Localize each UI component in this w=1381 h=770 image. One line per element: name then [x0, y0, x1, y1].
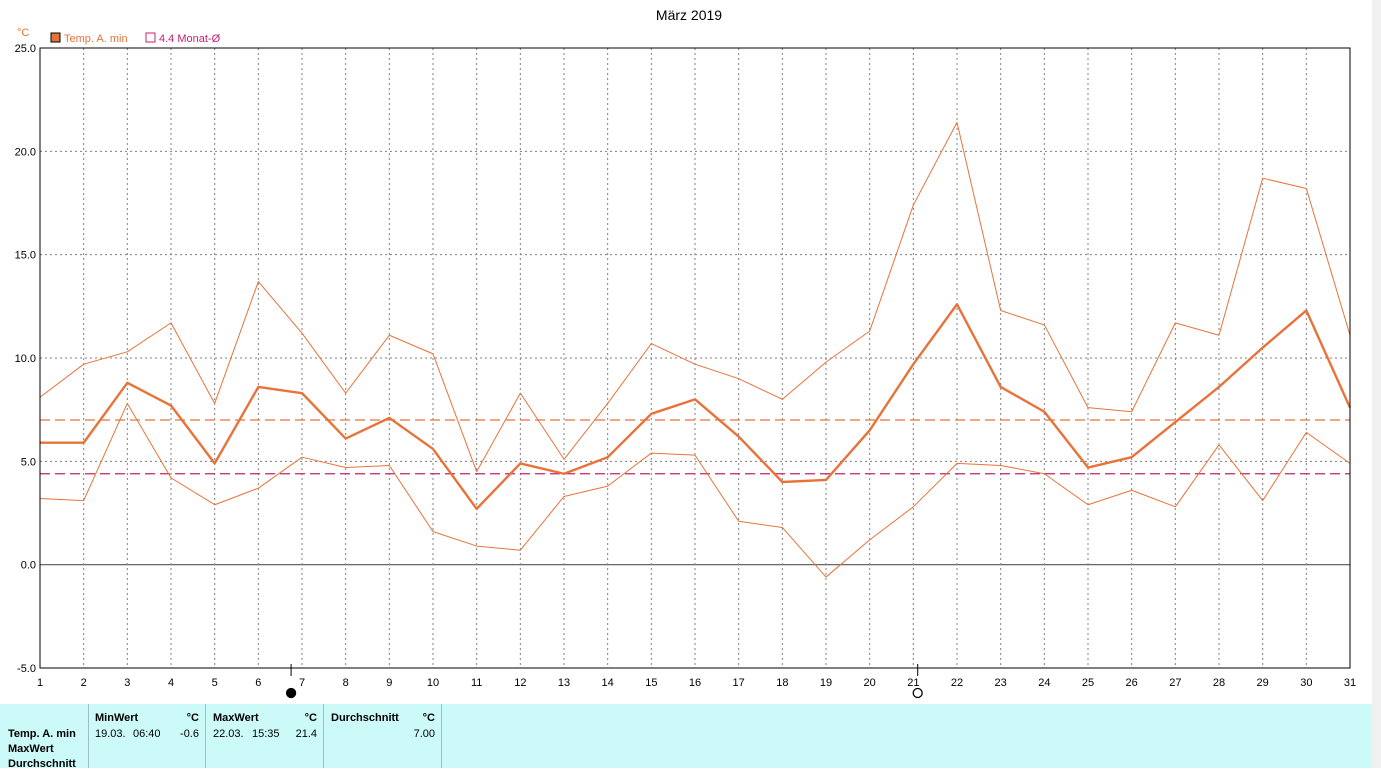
y-tick-label: 10.0	[15, 353, 36, 365]
x-tick-label: 16	[689, 677, 701, 689]
y-tick-label: 0.0	[21, 560, 36, 572]
series-lines	[39, 121, 1352, 578]
x-tick-label: 4	[168, 677, 174, 689]
legend: Temp. A. min 4.4 Monat-Ø	[50, 32, 221, 45]
x-tick-label: 5	[212, 677, 218, 689]
x-tick-label: 10	[427, 677, 439, 689]
x-tick-label: 21	[907, 677, 919, 689]
stats-min-unit: °C	[186, 712, 199, 724]
stats-max-header: MaxWert	[213, 712, 259, 724]
statistics-panel: Temp. A. min MaxWert Durchschnitt MinWer…	[0, 704, 1372, 770]
temperature-chart: März 2019 °C Temp. A. min 4.4 Monat-Ø -5…	[15, 7, 1356, 699]
y-tick-label: 20.0	[15, 146, 36, 158]
stats-avg-unit: °C	[422, 712, 435, 724]
chart-title: März 2019	[656, 7, 722, 23]
x-tick-label: 12	[514, 677, 526, 689]
x-tick-label: 20	[864, 677, 876, 689]
x-tick-label: 14	[602, 677, 614, 689]
y-tick-label: 15.0	[15, 250, 36, 262]
x-tick-label: 6	[255, 677, 261, 689]
reference-lines	[40, 419, 1350, 475]
stats-row-label-max: MaxWert	[8, 743, 54, 755]
x-tick-label: 3	[124, 677, 130, 689]
x-tick-label: 26	[1126, 677, 1138, 689]
stats-max-value: 21.4	[295, 728, 317, 740]
x-tick-label: 24	[1038, 677, 1050, 689]
stats-row-label-avg: Durchschnitt	[8, 758, 76, 770]
legend-swatch-monthly-avg	[145, 32, 156, 43]
stats-col-min: MinWert °C 19.03. 06:40 -0.6	[88, 704, 205, 768]
stats-min-time: 06:40	[133, 728, 161, 740]
y-tick-label: -5.0	[17, 663, 36, 675]
stats-max-date: 22.03.	[213, 728, 244, 740]
x-tick-label: 2	[81, 677, 87, 689]
x-tick-label: 29	[1257, 677, 1269, 689]
markers	[285, 664, 923, 699]
series-line-min	[39, 402, 1351, 578]
x-tick-label: 9	[386, 677, 392, 689]
vertical-scrollbar[interactable]	[1372, 0, 1381, 768]
x-tick-label: 8	[343, 677, 349, 689]
x-tick-label: 22	[951, 677, 963, 689]
series-line-max	[39, 121, 1351, 473]
plot-frame	[39, 47, 1351, 669]
grid	[40, 48, 1350, 668]
series-line-mean	[40, 303, 1352, 511]
x-tick-label: 31	[1344, 677, 1356, 689]
stats-col-avg: Durchschnitt °C 7.00	[323, 704, 441, 768]
stats-col-max: MaxWert °C 22.03. 15:35 21.4	[205, 704, 323, 768]
legend-label-monthly-avg: 4.4 Monat-Ø	[159, 33, 221, 45]
x-tick-label: 11	[471, 677, 482, 689]
x-tick-label: 7	[299, 677, 305, 689]
stats-min-header: MinWert	[95, 712, 139, 724]
x-tick-label: 19	[820, 677, 832, 689]
stats-min-value: -0.6	[180, 728, 199, 740]
x-tick-label: 1	[37, 677, 43, 689]
stats-max-time: 15:35	[252, 728, 280, 740]
stats-min-date: 19.03.	[95, 728, 126, 740]
y-axis-ticks: -5.0 0.0 5.0 10.0 15.0 20.0 25.0	[15, 43, 36, 675]
stats-max-unit: °C	[304, 712, 317, 724]
x-tick-label: 28	[1213, 677, 1225, 689]
x-tick-label: 30	[1300, 677, 1312, 689]
x-tick-label: 15	[645, 677, 657, 689]
y-tick-label: 5.0	[21, 456, 36, 468]
x-tick-label: 17	[733, 677, 745, 689]
y-axis-unit: °C	[17, 27, 29, 39]
open-circle-marker	[912, 687, 923, 699]
stats-avg-header: Durchschnitt	[331, 712, 399, 724]
x-tick-label: 27	[1169, 677, 1181, 689]
stats-avg-value: 7.00	[413, 728, 435, 740]
x-tick-label: 13	[558, 677, 570, 689]
x-tick-label: 25	[1082, 677, 1094, 689]
x-tick-label: 23	[995, 677, 1007, 689]
y-tick-label: 25.0	[15, 43, 36, 55]
legend-swatch-temp	[50, 32, 61, 43]
legend-label-temp: Temp. A. min	[64, 33, 128, 45]
stats-divider	[441, 704, 442, 768]
stats-row-label-temp: Temp. A. min	[8, 728, 76, 740]
x-axis-ticks: 1 2 3 4 5 6 7 8 9 10 11 12 13 14 15 16 17 18 19 20 21 22 23 24 2…	[37, 677, 1356, 689]
x-tick-label: 18	[776, 677, 788, 689]
filled-circle-marker	[285, 687, 297, 699]
